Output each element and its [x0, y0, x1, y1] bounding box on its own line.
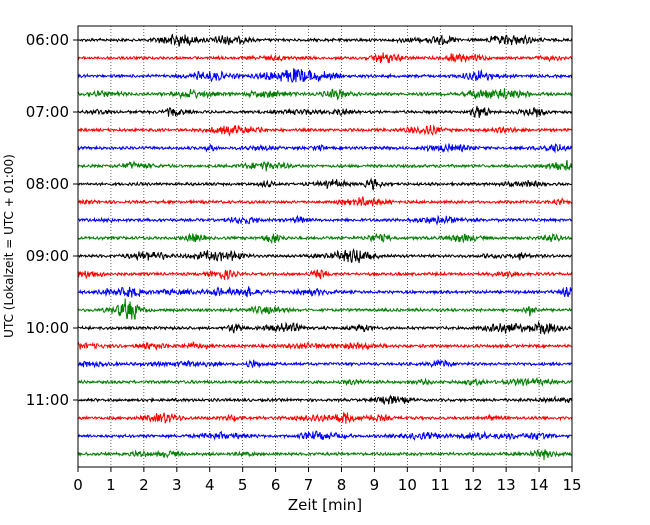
trace-line — [77, 376, 573, 387]
plot-frame — [77, 25, 573, 468]
y-tick-label: 06:00 — [26, 31, 69, 49]
trace-line — [77, 269, 573, 281]
x-tick-label: 4 — [205, 476, 215, 494]
x-tick-label: 8 — [337, 476, 347, 494]
trace-line — [77, 320, 573, 335]
trace-line — [77, 412, 573, 424]
trace-line — [77, 358, 573, 369]
x-tick-label: 1 — [106, 476, 116, 494]
trace-line — [77, 195, 573, 207]
y-axis-label: UTC (Lokalzeit = UTC + 01:00) — [2, 154, 16, 338]
trace-line — [77, 340, 573, 351]
x-axis-ticks: 0 1 2 3 4 5 6 7 8 9 10 11 12 13 14 15 — [73, 467, 582, 494]
y-tick-label: 10:00 — [26, 319, 69, 337]
trace-line — [77, 124, 573, 137]
x-tick-label: 3 — [172, 476, 182, 494]
trace-line — [77, 298, 573, 320]
x-tick-label: 7 — [304, 476, 314, 494]
trace-line — [77, 286, 573, 298]
trace-line — [77, 52, 573, 64]
trace-line — [77, 430, 573, 441]
trace-line — [77, 143, 573, 154]
trace-line — [77, 88, 573, 101]
x-tick-label: 13 — [497, 476, 516, 494]
y-tick-label: 08:00 — [26, 175, 69, 193]
x-tick-label: 9 — [370, 476, 380, 494]
y-tick-label: 07:00 — [26, 103, 69, 121]
x-tick-label: 11 — [431, 476, 450, 494]
trace-line — [77, 177, 573, 191]
x-tick-label: 6 — [271, 476, 281, 494]
trace-line — [77, 105, 573, 119]
x-axis-label: Zeit [min] — [288, 496, 362, 514]
x-tick-label: 10 — [398, 476, 417, 494]
x-tick-label: 15 — [562, 476, 581, 494]
trace-line — [77, 214, 573, 226]
traces — [77, 33, 573, 461]
y-tick-label: 09:00 — [26, 247, 69, 265]
y-axis-ticks: 06:00 07:00 08:00 09:00 10:00 11:00 — [26, 31, 78, 409]
trace-line — [77, 232, 573, 245]
trace-line — [77, 159, 573, 172]
x-tick-label: 5 — [238, 476, 248, 494]
trace-line — [77, 394, 573, 405]
trace-line — [77, 68, 573, 83]
x-tick-label: 14 — [530, 476, 549, 494]
x-tick-label: 12 — [464, 476, 483, 494]
x-tick-label: 2 — [139, 476, 149, 494]
x-tick-label: 0 — [73, 476, 83, 494]
trace-line — [77, 449, 573, 461]
y-tick-label: 11:00 — [26, 391, 69, 409]
trace-line — [77, 33, 573, 47]
trace-line — [77, 248, 573, 264]
